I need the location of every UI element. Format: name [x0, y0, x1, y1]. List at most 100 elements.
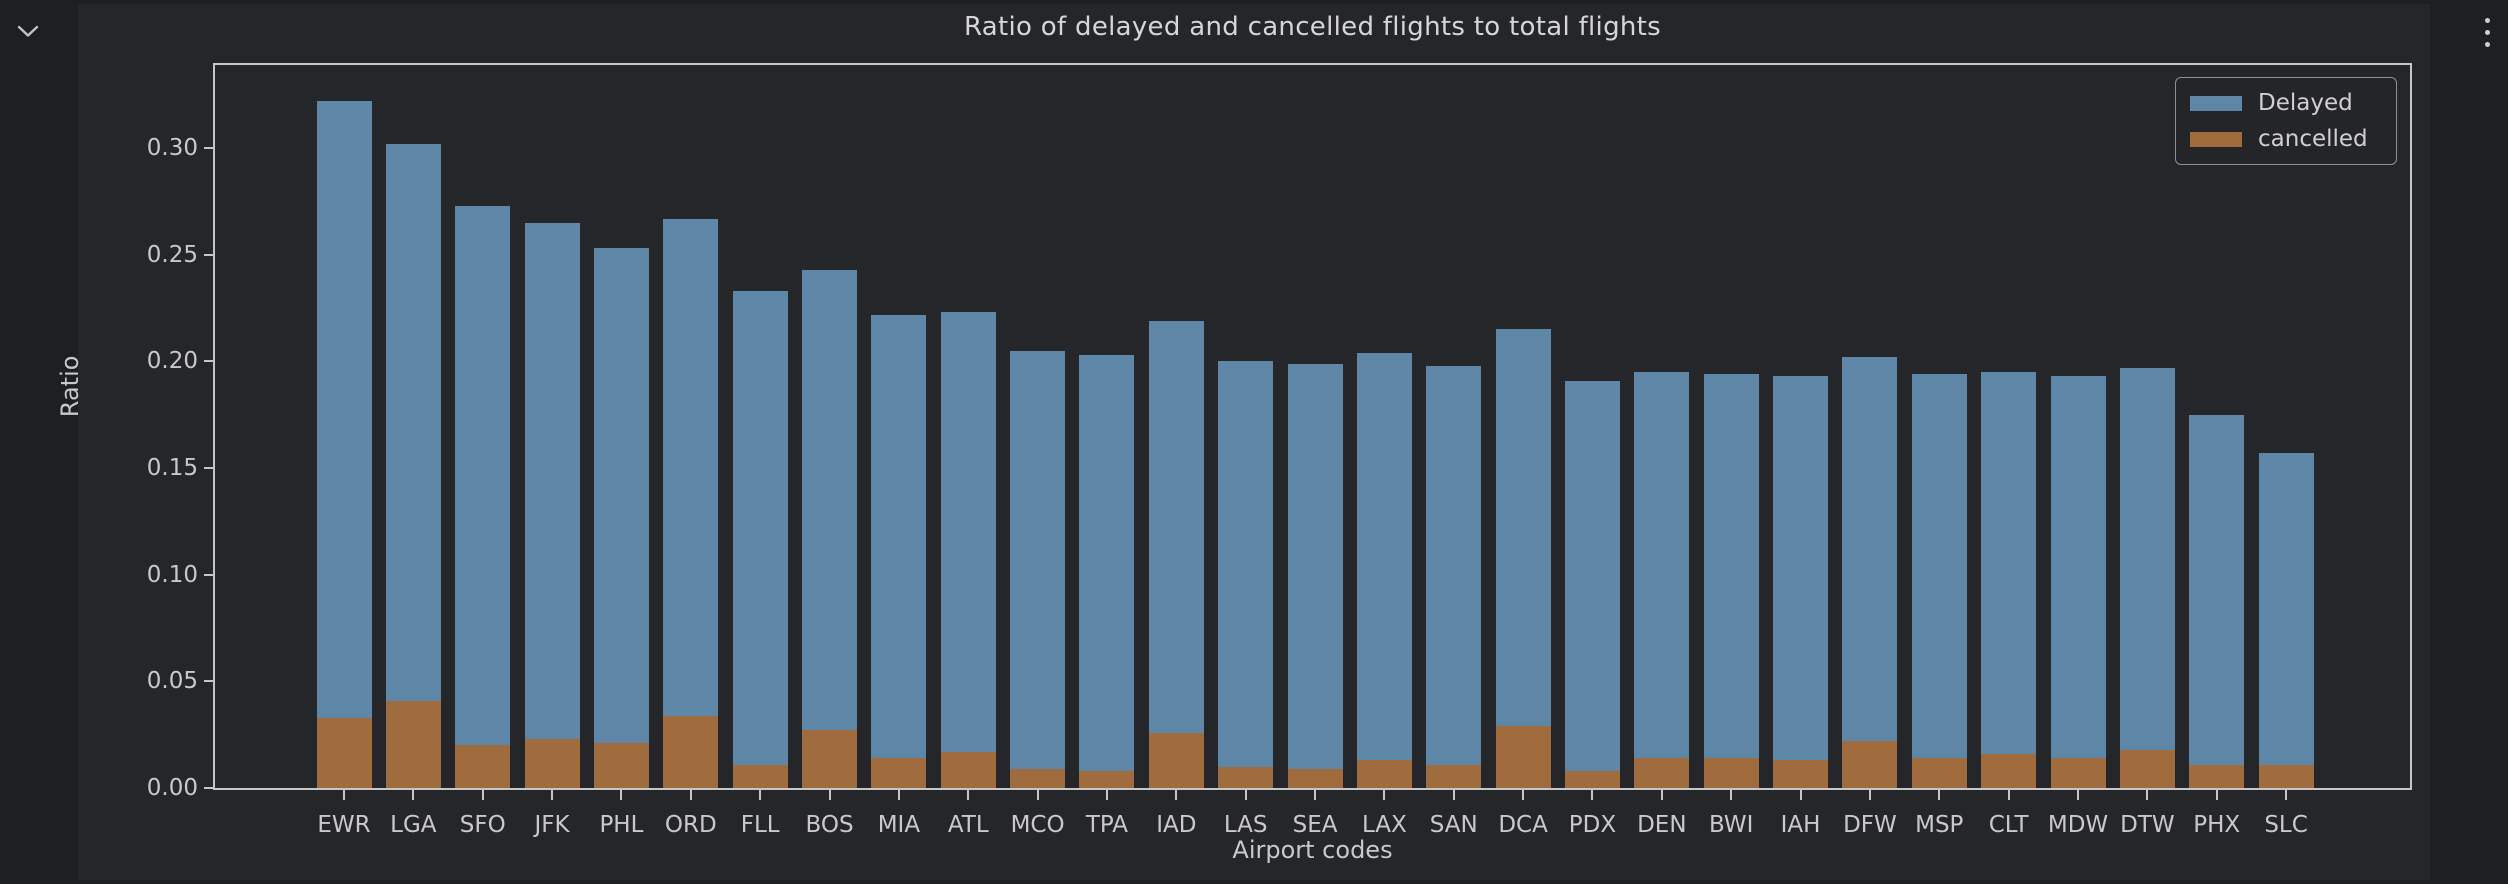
x-tick-mark — [1522, 790, 1525, 800]
legend-swatch-cancelled — [2190, 131, 2242, 147]
y-tick-label: 0.00 — [146, 775, 198, 801]
x-tick-label-LAX: LAX — [1361, 812, 1407, 838]
bar-delayed-SFO — [455, 205, 511, 746]
bar-cancelled-DTW — [2119, 749, 2175, 788]
bar-cancelled-IAH — [1773, 760, 1829, 788]
bar-cancelled-PHL — [593, 743, 649, 788]
x-tick-mark — [343, 790, 345, 800]
more-actions-button[interactable] — [2474, 10, 2500, 54]
bar-cancelled-MIA — [871, 758, 927, 788]
bar-cancelled-DFW — [1842, 741, 1898, 788]
bar-cancelled-CLT — [1981, 753, 2037, 788]
x-tick-label-BOS: BOS — [805, 812, 854, 838]
bar-delayed-SLC — [2258, 453, 2314, 765]
x-axis-label: Airport codes — [1232, 836, 1393, 864]
bar-delayed-MIA — [871, 314, 927, 759]
bar-delayed-DEN — [1634, 372, 1690, 759]
bar-delayed-MDW — [2050, 376, 2106, 759]
bar-cancelled-JFK — [524, 738, 580, 788]
y-tick-mark — [204, 147, 213, 150]
legend-item-cancelled: cancelled — [2190, 126, 2382, 152]
x-tick-mark — [2215, 790, 2218, 800]
bars-container: 0.00 0.05 0.10 0.15 0.20 0.25 0.30 EWR LGA SFO JFK… — [147, 65, 2410, 838]
x-tick-mark — [2285, 790, 2288, 800]
x-tick-mark — [828, 790, 831, 800]
y-tick-label: 0.25 — [146, 241, 198, 268]
y-tick-label: 0.20 — [146, 348, 198, 375]
x-tick-label-JFK: JFK — [534, 812, 570, 838]
legend-label-delayed: Delayed — [2258, 90, 2353, 116]
y-tick-mark — [204, 467, 213, 470]
x-tick-label-MSP: MSP — [1915, 812, 1964, 838]
bar-delayed-MSP — [1911, 374, 1967, 759]
y-tick-mark — [204, 680, 213, 683]
bar-cancelled-MDW — [2050, 758, 2106, 788]
collapse-output-button[interactable] — [12, 20, 44, 46]
x-tick-label-IAH: IAH — [1780, 812, 1821, 838]
x-tick-label-MCO: MCO — [1010, 812, 1065, 838]
x-tick-label-PHL: PHL — [599, 812, 644, 838]
bar-cancelled-BWI — [1703, 758, 1759, 788]
legend-label-cancelled: cancelled — [2258, 126, 2368, 152]
x-tick-label-TPA: TPA — [1085, 812, 1129, 838]
x-tick-mark — [1175, 790, 1178, 800]
x-tick-mark — [551, 790, 554, 800]
bar-cancelled-MCO — [1010, 768, 1066, 788]
bar-cancelled-PDX — [1564, 770, 1620, 788]
bar-delayed-BWI — [1703, 374, 1759, 759]
bar-delayed-ATL — [940, 312, 996, 752]
bar-delayed-LAS — [1218, 361, 1274, 767]
x-tick-label-ATL: ATL — [947, 812, 989, 838]
x-tick-label-PDX: PDX — [1568, 812, 1617, 838]
y-axis-label: Ratio — [56, 355, 84, 418]
bar-cancelled-LGA — [385, 700, 441, 788]
chart-figure: Ratio of delayed and cancelled flights t… — [56, 4, 2430, 880]
y-tick-label: 0.10 — [146, 561, 198, 588]
x-tick-label-SAN: SAN — [1429, 812, 1478, 838]
bar-cancelled-LAS — [1218, 766, 1274, 788]
bar-delayed-ORD — [663, 218, 719, 716]
x-tick-label-ORD: ORD — [664, 812, 717, 838]
bar-cancelled-TPA — [1079, 770, 1135, 788]
bar-delayed-LGA — [385, 143, 441, 701]
bar-delayed-PHL — [593, 248, 649, 744]
x-tick-label-LAS: LAS — [1223, 812, 1268, 838]
x-tick-mark — [1314, 790, 1317, 800]
bar-cancelled-SFO — [455, 745, 511, 788]
x-tick-label-EWR: EWR — [317, 812, 371, 838]
bar-delayed-BOS — [802, 269, 858, 731]
x-tick-label-SFO: SFO — [459, 812, 506, 838]
bar-cancelled-SAN — [1426, 764, 1482, 788]
x-tick-mark — [967, 790, 970, 800]
x-tick-label-MDW: MDW — [2047, 812, 2109, 838]
x-tick-mark — [1730, 790, 1733, 800]
x-tick-label-LGA: LGA — [390, 812, 437, 838]
bar-cancelled-DEN — [1634, 758, 1690, 788]
x-tick-mark — [1452, 790, 1455, 800]
y-tick-label: 0.30 — [146, 135, 198, 162]
bar-delayed-JFK — [524, 222, 580, 739]
y-tick-mark — [204, 253, 213, 256]
y-tick-mark — [204, 787, 213, 789]
bar-delayed-DFW — [1842, 357, 1898, 742]
x-tick-label-SEA: SEA — [1292, 812, 1338, 838]
bar-delayed-PDX — [1564, 380, 1620, 771]
bar-cancelled-BOS — [802, 730, 858, 788]
bar-cancelled-ORD — [663, 715, 719, 788]
bar-delayed-DTW — [2119, 367, 2175, 750]
y-tick-mark — [204, 360, 213, 363]
x-tick-mark — [759, 790, 762, 800]
x-tick-mark — [1799, 790, 1802, 800]
bar-delayed-PHX — [2189, 414, 2245, 765]
plot-area: 0.00 0.05 0.10 0.15 0.20 0.25 0.30 EWR LGA SFO JFK… — [147, 63, 2412, 838]
legend-item-delayed: Delayed — [2190, 90, 2382, 116]
bar-cancelled-ATL — [940, 751, 996, 788]
legend-swatch-delayed — [2190, 95, 2242, 111]
legend: Delayed cancelled — [2175, 77, 2397, 165]
x-tick-mark — [2007, 790, 2010, 800]
x-tick-mark — [1660, 790, 1663, 800]
x-tick-label-DCA: DCA — [1498, 812, 1548, 838]
x-tick-mark — [1036, 790, 1039, 800]
bar-cancelled-LAX — [1356, 760, 1412, 788]
x-tick-mark — [412, 790, 415, 800]
